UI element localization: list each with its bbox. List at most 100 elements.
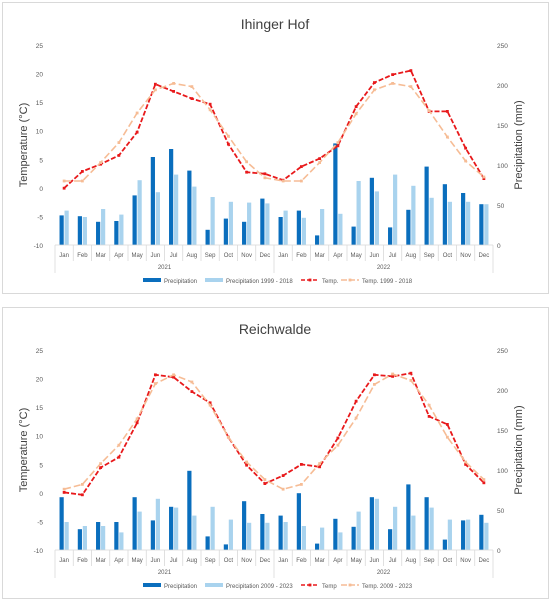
x-tick-label: Aug <box>187 558 198 564</box>
bar-precipitation-reference <box>265 522 270 550</box>
x-tick-label: Jul <box>170 253 178 259</box>
bar-precipitation <box>59 497 64 550</box>
bar-precipitation-reference <box>247 202 252 245</box>
point-temperature <box>336 436 340 440</box>
x-tick-label: Mar <box>314 253 324 259</box>
bar-precipitation <box>223 544 228 550</box>
bar-precipitation <box>424 166 429 245</box>
point-temperature <box>464 146 468 150</box>
point-temperature <box>190 390 194 393</box>
x-tick-label: Jun <box>370 558 380 564</box>
point-temperature <box>208 102 212 106</box>
y-left-tick-label: 15 <box>36 405 44 412</box>
bar-precipitation-reference <box>174 174 179 245</box>
bar-precipitation-reference <box>338 213 343 245</box>
y-left-tick-label: 10 <box>36 129 44 136</box>
y-right-tick-label: 250 <box>497 348 508 355</box>
bar-precipitation <box>424 497 429 550</box>
point-temperature-reference <box>135 111 139 115</box>
x-tick-label: Jul <box>389 253 397 259</box>
x-tick-label: Oct <box>224 558 234 564</box>
x-tick-label: Nov <box>241 253 252 259</box>
x-tick-label: Mar <box>314 558 324 564</box>
x-tick-label: Jul <box>389 558 397 564</box>
point-temperature <box>299 165 303 168</box>
x-tick-label: Jun <box>151 253 161 259</box>
point-temperature-reference <box>80 483 84 486</box>
point-temperature <box>464 463 468 466</box>
bar-precipitation <box>59 215 64 245</box>
chart-panel-reichwalde: Reichwalde -10 -5 0 5 10 15 20 25 0 50 100 150 200 250… <box>2 307 549 599</box>
legend-swatch <box>205 278 223 282</box>
bar-precipitation <box>278 515 283 550</box>
point-temperature <box>318 157 322 160</box>
point-temperature <box>281 474 285 477</box>
y-left-axis-title: Temperature (°C) <box>18 408 30 492</box>
x-group-label: 2022 <box>377 570 391 576</box>
chart-title: Ihinger Hof <box>241 16 310 32</box>
x-tick-label: May <box>131 558 142 564</box>
legend-label: Precipitation 1999 - 2018 <box>226 279 293 285</box>
bar-precipitation <box>388 227 393 245</box>
point-temperature-reference <box>427 109 431 112</box>
point-temperature-reference <box>318 161 322 164</box>
x-tick-label: Jul <box>170 558 178 564</box>
point-temperature-reference <box>482 478 486 481</box>
point-temperature <box>208 401 212 405</box>
bar-precipitation-reference <box>320 527 325 550</box>
point-temperature-reference <box>427 403 431 407</box>
y-right-tick-label: 50 <box>497 508 505 515</box>
legend-label: Precipitation <box>164 279 197 285</box>
bar-precipitation <box>479 514 484 550</box>
x-tick-label: Sep <box>424 558 435 564</box>
point-temperature-reference <box>245 460 249 464</box>
point-temperature-reference <box>62 179 66 183</box>
point-temperature <box>80 170 84 173</box>
bar-precipitation-reference <box>411 185 416 245</box>
point-temperature-reference <box>226 435 230 439</box>
bar-precipitation <box>461 520 466 550</box>
bar-precipitation <box>369 497 374 550</box>
x-tick-label: Sep <box>205 253 216 259</box>
point-temperature-reference <box>99 161 103 164</box>
bar-precipitation-reference <box>301 217 306 245</box>
bar-precipitation <box>187 170 192 245</box>
point-temperature <box>391 73 395 76</box>
x-tick-label: Feb <box>77 558 88 564</box>
x-tick-label: May <box>131 253 142 259</box>
line-temperature-reference <box>63 373 485 490</box>
line-temperature-reference <box>64 82 485 182</box>
bar-precipitation <box>205 536 210 550</box>
point-temperature-reference <box>318 462 322 465</box>
y-right-tick-label: 100 <box>497 468 508 475</box>
legend-label: Temp <box>322 584 337 590</box>
bar-precipitation-reference <box>374 498 379 550</box>
legend-marker <box>308 583 312 587</box>
bar-precipitation-reference <box>228 519 233 550</box>
bar-precipitation <box>114 221 119 245</box>
point-temperature-reference <box>117 443 121 447</box>
legend-swatch <box>205 583 223 587</box>
bar-precipitation-reference <box>484 522 489 550</box>
line-temperature <box>63 69 485 189</box>
point-temperature-reference <box>464 159 468 163</box>
x-tick-label: Sep <box>424 253 435 259</box>
y-right-tick-label: 150 <box>497 428 508 435</box>
bar-precipitation <box>388 529 393 550</box>
x-tick-label: Apr <box>333 558 342 564</box>
y-right-tick-label: 200 <box>497 83 508 90</box>
point-temperature-reference <box>445 135 449 139</box>
bar-precipitation-reference <box>247 522 252 550</box>
point-temperature-reference <box>464 460 468 464</box>
bar-precipitation-reference <box>265 203 270 245</box>
y-right-axis-title: Precipitation (mm) <box>513 405 525 494</box>
legend-marker <box>348 583 352 587</box>
x-tick-label: May <box>350 558 361 564</box>
point-temperature-reference <box>263 478 267 481</box>
bar-precipitation <box>169 149 174 245</box>
y-right-tick-label: 0 <box>497 548 501 555</box>
bar-precipitation <box>442 184 447 245</box>
bar-precipitation <box>406 209 411 245</box>
y-left-tick-label: 15 <box>36 100 44 107</box>
x-tick-label: Aug <box>406 253 417 259</box>
